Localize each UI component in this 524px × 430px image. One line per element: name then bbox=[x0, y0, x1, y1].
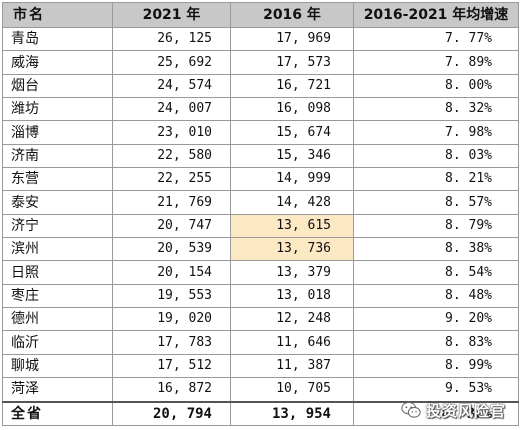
growth-rate-cell: 8. 32% bbox=[353, 97, 519, 122]
value-2016-cell: 14, 428 bbox=[230, 190, 354, 215]
value-2016-cell: 16, 098 bbox=[230, 97, 354, 122]
value-2016-cell: 17, 969 bbox=[230, 26, 354, 52]
growth-rate-cell: 9. 20% bbox=[353, 307, 519, 332]
growth-rate-cell: 8. 03% bbox=[353, 143, 519, 169]
city-cell: 泰安 bbox=[2, 190, 113, 215]
value-2016-cell: 16, 721 bbox=[230, 73, 354, 99]
value-2021-cell: 20, 154 bbox=[112, 260, 231, 285]
growth-rate-cell: 8. 57% bbox=[353, 190, 519, 215]
value-2016-cell: 13, 736 bbox=[230, 237, 354, 262]
header-2016: 2016 年 bbox=[230, 2, 354, 28]
table-row: 青岛 26, 125 17, 969 7. 77% bbox=[2, 26, 519, 52]
city-cell: 日照 bbox=[2, 260, 113, 285]
table-row: 聊城 17, 512 11, 387 8. 99% bbox=[2, 353, 519, 379]
value-2021-cell: 16, 872 bbox=[112, 377, 231, 403]
growth-rate-cell: 8. 38% bbox=[353, 237, 519, 262]
income-table: 市名 2021 年 2016 年 2016-2021 年均增速 青岛 26, 12… bbox=[2, 2, 519, 426]
city-cell: 济南 bbox=[2, 143, 113, 169]
value-2016-cell: 15, 346 bbox=[230, 143, 354, 169]
value-2021-cell: 24, 007 bbox=[112, 97, 231, 122]
table-row: 菏泽 16, 872 10, 705 9. 53% bbox=[2, 377, 519, 403]
total-label-cell: 全省 bbox=[2, 400, 113, 426]
growth-rate-cell: 7. 77% bbox=[353, 26, 519, 52]
value-2021-cell: 19, 020 bbox=[112, 307, 231, 332]
value-2021-cell: 20, 539 bbox=[112, 237, 231, 262]
table-row: 潍坊 24, 007 16, 098 8. 32% bbox=[2, 97, 519, 122]
value-2016-cell: 13, 018 bbox=[230, 283, 354, 309]
table-row: 济南 22, 580 15, 346 8. 03% bbox=[2, 143, 519, 169]
value-2016-cell: 15, 674 bbox=[230, 120, 354, 145]
table-row: 烟台 24, 574 16, 721 8. 00% bbox=[2, 73, 519, 99]
total-2016-cell: 13, 954 bbox=[230, 400, 354, 426]
growth-rate-cell: 7. 98% bbox=[353, 120, 519, 145]
city-cell: 威海 bbox=[2, 50, 113, 75]
city-cell: 枣庄 bbox=[2, 283, 113, 309]
growth-rate-cell: 8. 48% bbox=[353, 283, 519, 309]
table-row: 枣庄 19, 553 13, 018 8. 48% bbox=[2, 283, 519, 309]
total-row: 全省 20, 794 13, 954 8. 30% bbox=[2, 400, 519, 426]
table-row: 东营 22, 255 14, 999 8. 21% bbox=[2, 167, 519, 192]
value-2021-cell: 17, 512 bbox=[112, 353, 231, 379]
value-2021-cell: 22, 255 bbox=[112, 167, 231, 192]
value-2021-cell: 20, 747 bbox=[112, 213, 231, 239]
city-cell: 德州 bbox=[2, 307, 113, 332]
city-cell: 潍坊 bbox=[2, 97, 113, 122]
value-2021-cell: 21, 769 bbox=[112, 190, 231, 215]
table-row: 滨州 20, 539 13, 736 8. 38% bbox=[2, 237, 519, 262]
city-cell: 淄博 bbox=[2, 120, 113, 145]
value-2016-cell: 11, 387 bbox=[230, 353, 354, 379]
city-cell: 东营 bbox=[2, 167, 113, 192]
growth-rate-cell: 8. 79% bbox=[353, 213, 519, 239]
value-2021-cell: 22, 580 bbox=[112, 143, 231, 169]
table-row: 威海 25, 692 17, 573 7. 89% bbox=[2, 50, 519, 75]
table-row: 德州 19, 020 12, 248 9. 20% bbox=[2, 307, 519, 332]
table-row: 淄博 23, 010 15, 674 7. 98% bbox=[2, 120, 519, 145]
value-2016-cell: 17, 573 bbox=[230, 50, 354, 75]
growth-rate-cell: 8. 54% bbox=[353, 260, 519, 285]
city-cell: 聊城 bbox=[2, 353, 113, 379]
total-growth-rate-cell: 8. 30% bbox=[353, 400, 519, 426]
header-growth-rate: 2016-2021 年均增速 bbox=[353, 2, 519, 28]
city-cell: 济宁 bbox=[2, 213, 113, 239]
value-2016-cell: 11, 646 bbox=[230, 330, 354, 355]
city-cell: 菏泽 bbox=[2, 377, 113, 403]
value-2021-cell: 24, 574 bbox=[112, 73, 231, 99]
city-cell: 临沂 bbox=[2, 330, 113, 355]
growth-rate-cell: 9. 53% bbox=[353, 377, 519, 403]
growth-rate-cell: 8. 99% bbox=[353, 353, 519, 379]
header-2021: 2021 年 bbox=[112, 2, 231, 28]
value-2016-cell: 13, 379 bbox=[230, 260, 354, 285]
value-2016-cell: 12, 248 bbox=[230, 307, 354, 332]
city-cell: 烟台 bbox=[2, 73, 113, 99]
table-row: 临沂 17, 783 11, 646 8. 83% bbox=[2, 330, 519, 355]
table-row: 济宁 20, 747 13, 615 8. 79% bbox=[2, 213, 519, 239]
header-city: 市名 bbox=[2, 2, 113, 28]
value-2016-cell: 14, 999 bbox=[230, 167, 354, 192]
total-2021-cell: 20, 794 bbox=[112, 400, 231, 426]
value-2016-cell: 13, 615 bbox=[230, 213, 354, 239]
table-row: 泰安 21, 769 14, 428 8. 57% bbox=[2, 190, 519, 215]
table-body: 青岛 26, 125 17, 969 7. 77% 威海 25, 692 17, 573 7.… bbox=[2, 26, 519, 426]
table-row: 日照 20, 154 13, 379 8. 54% bbox=[2, 260, 519, 285]
growth-rate-cell: 8. 00% bbox=[353, 73, 519, 99]
value-2021-cell: 26, 125 bbox=[112, 26, 231, 52]
city-cell: 滨州 bbox=[2, 237, 113, 262]
value-2021-cell: 23, 010 bbox=[112, 120, 231, 145]
growth-rate-cell: 8. 83% bbox=[353, 330, 519, 355]
value-2021-cell: 19, 553 bbox=[112, 283, 231, 309]
value-2021-cell: 17, 783 bbox=[112, 330, 231, 355]
header-row: 市名 2021 年 2016 年 2016-2021 年均增速 bbox=[2, 2, 519, 28]
value-2021-cell: 25, 692 bbox=[112, 50, 231, 75]
growth-rate-cell: 8. 21% bbox=[353, 167, 519, 192]
growth-rate-cell: 7. 89% bbox=[353, 50, 519, 75]
value-2016-cell: 10, 705 bbox=[230, 377, 354, 403]
city-cell: 青岛 bbox=[2, 26, 113, 52]
